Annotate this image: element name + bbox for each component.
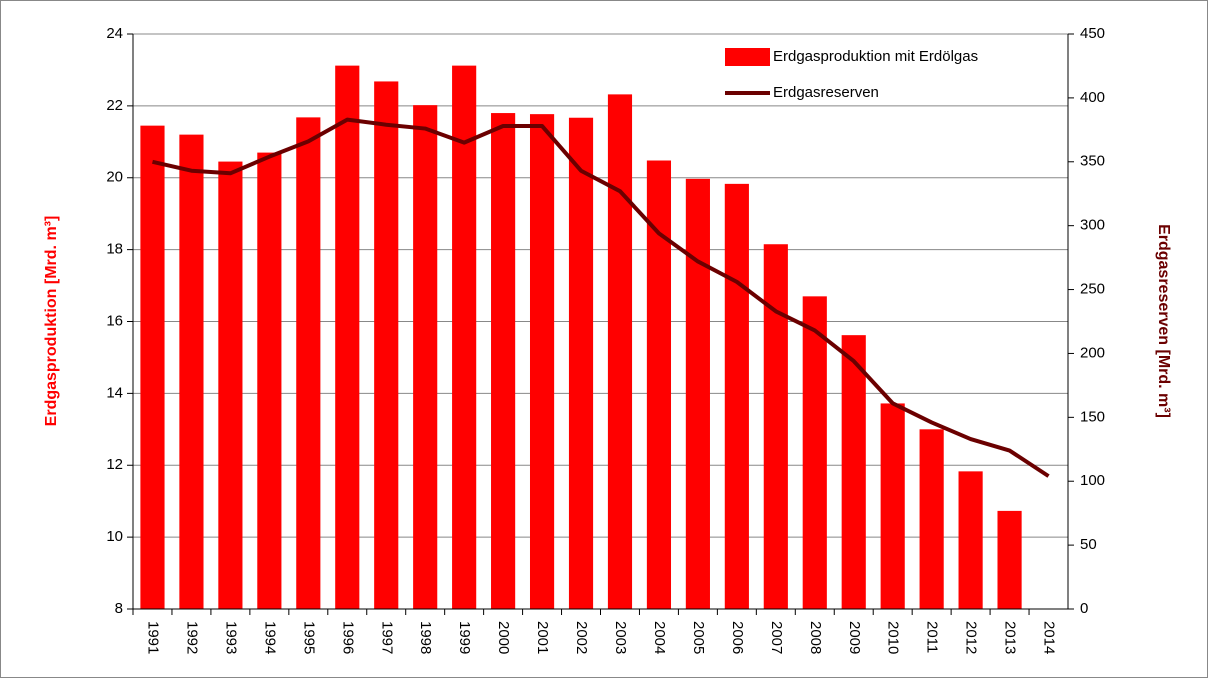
bar (607, 94, 633, 609)
x-tick-label: 2005 (690, 621, 707, 654)
y2-tick-label: 350 (1080, 153, 1105, 170)
x-tick-label: 1999 (456, 621, 473, 654)
x-tick-label: 1991 (145, 621, 162, 654)
x-tick-label: 2009 (846, 621, 863, 654)
bar (802, 296, 827, 609)
y2-tick-label: 100 (1080, 472, 1105, 489)
y2-tick-label: 450 (1080, 25, 1105, 42)
x-tick-label: 1992 (183, 621, 200, 654)
x-tick-label: 1994 (261, 621, 278, 654)
y-tick-label: 16 (106, 312, 123, 329)
legend-swatch (725, 48, 770, 66)
x-tick-label: 2010 (885, 621, 902, 654)
x-tick-label: 2012 (963, 621, 980, 654)
x-tick-label: 1998 (417, 621, 434, 654)
bar (685, 178, 710, 609)
y2-tick-label: 400 (1080, 89, 1105, 106)
y-tick-label: 18 (106, 241, 123, 258)
x-tick-label: 1996 (339, 621, 356, 654)
y-axis-title: Erdgasproduktion [Mrd. m³] (43, 216, 60, 427)
x-tick-label: 2003 (612, 621, 629, 654)
y-tick-label: 12 (106, 456, 123, 473)
bar (257, 152, 282, 609)
bar (140, 125, 165, 609)
bar (997, 510, 1022, 609)
bar (958, 471, 983, 609)
y-tick-label: 22 (106, 97, 123, 114)
x-tick-label: 1995 (300, 621, 317, 654)
y-tick-label: 8 (115, 600, 123, 617)
bar (491, 113, 516, 609)
x-tick-label: 2008 (807, 621, 824, 654)
x-tick-label: 2011 (924, 621, 941, 653)
x-tick-label: 2002 (573, 621, 590, 654)
y-tick-label: 20 (106, 169, 123, 186)
x-tick-label: 2006 (729, 621, 746, 654)
x-tick-label: 1993 (222, 621, 239, 654)
y-tick-label: 14 (106, 384, 123, 401)
x-tick-label: 2007 (768, 621, 785, 654)
bar (724, 183, 749, 609)
bar (763, 244, 788, 609)
line-series (152, 117, 1050, 478)
bar (218, 161, 243, 609)
bar (919, 429, 944, 609)
x-tick-label: 2014 (1041, 621, 1058, 654)
bar (841, 335, 866, 609)
y-tick-label: 24 (106, 25, 123, 42)
bar (413, 105, 438, 609)
bar (646, 160, 672, 609)
y2-tick-label: 250 (1080, 281, 1105, 298)
x-tick-label: 2013 (1002, 621, 1019, 654)
x-tick-label: 1997 (378, 621, 395, 654)
y2-tick-label: 0 (1080, 600, 1088, 617)
y2-axis-title: Erdgasreserven [Mrd. m³] (1155, 224, 1172, 418)
legend-label: Erdgasproduktion mit Erdölgas (773, 48, 978, 65)
x-tick-label: 2004 (651, 621, 668, 654)
y2-tick-label: 50 (1080, 536, 1097, 553)
legend-label: Erdgasreserven (773, 84, 879, 101)
y2-tick-label: 200 (1080, 344, 1105, 361)
bar (374, 81, 399, 609)
bar (880, 403, 905, 609)
bar (529, 114, 555, 609)
bar (335, 65, 360, 609)
y-tick-label: 10 (106, 528, 123, 545)
bar (568, 117, 594, 609)
bar (452, 65, 477, 609)
bar (296, 117, 321, 609)
x-tick-label: 2000 (495, 621, 512, 654)
y2-tick-label: 150 (1080, 408, 1105, 425)
y2-tick-label: 300 (1080, 217, 1105, 234)
bar (179, 134, 204, 609)
x-tick-label: 2001 (534, 621, 551, 654)
